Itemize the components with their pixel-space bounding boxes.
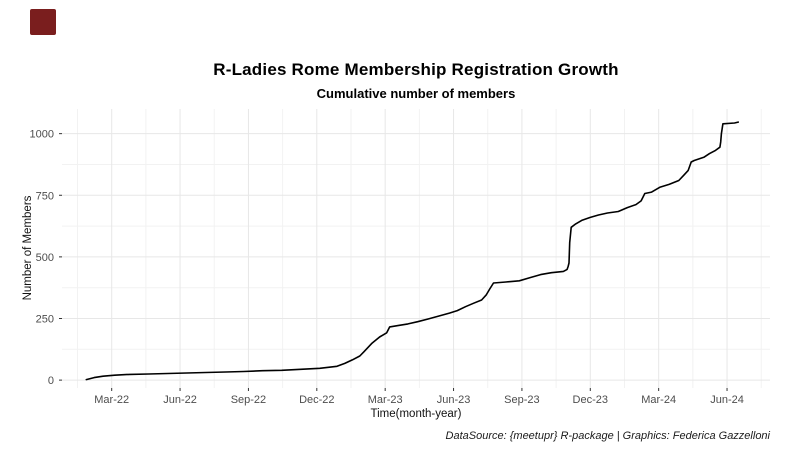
y-tick-label: 500 bbox=[36, 252, 54, 264]
major-gridlines bbox=[62, 109, 770, 388]
minor-gridlines bbox=[62, 109, 770, 388]
y-tick-label: 0 bbox=[48, 375, 54, 387]
x-tick-label: Dec-23 bbox=[573, 394, 608, 406]
caption: DataSource: {meetupr} R-package | Graphi… bbox=[445, 430, 770, 442]
x-axis-title: Time(month-year) bbox=[370, 408, 462, 420]
red-square-marker bbox=[30, 9, 56, 35]
cumulative-members-series bbox=[85, 121, 740, 381]
x-tick-label: Dec-22 bbox=[299, 394, 334, 406]
y-tick-label: 250 bbox=[36, 313, 54, 325]
chart-subtitle: Cumulative number of members bbox=[316, 86, 516, 101]
x-tick-label: Sep-22 bbox=[231, 394, 266, 406]
y-tick-label: 1000 bbox=[30, 129, 54, 141]
x-tick-label: Mar-23 bbox=[368, 394, 403, 406]
y-tick-label: 750 bbox=[36, 190, 54, 202]
x-tick-label: Jun-24 bbox=[710, 394, 744, 406]
axis-tick-marks bbox=[59, 133, 728, 391]
chart-title: R-Ladies Rome Membership Registration Gr… bbox=[213, 60, 619, 79]
x-tick-labels: Mar-22 Jun-22 Sep-22 Dec-22 Mar-23 Jun-23 Sep-… bbox=[94, 394, 744, 406]
y-axis-title: Number of Members bbox=[22, 195, 34, 301]
x-tick-label: Mar-24 bbox=[641, 394, 676, 406]
y-tick-labels: 0 250 500 750 1000 bbox=[30, 129, 54, 387]
x-tick-label: Jun-22 bbox=[163, 394, 197, 406]
x-tick-label: Jun-23 bbox=[437, 394, 471, 406]
membership-growth-line bbox=[85, 121, 740, 381]
x-tick-label: Sep-23 bbox=[504, 394, 539, 406]
x-tick-label: Mar-22 bbox=[94, 394, 129, 406]
